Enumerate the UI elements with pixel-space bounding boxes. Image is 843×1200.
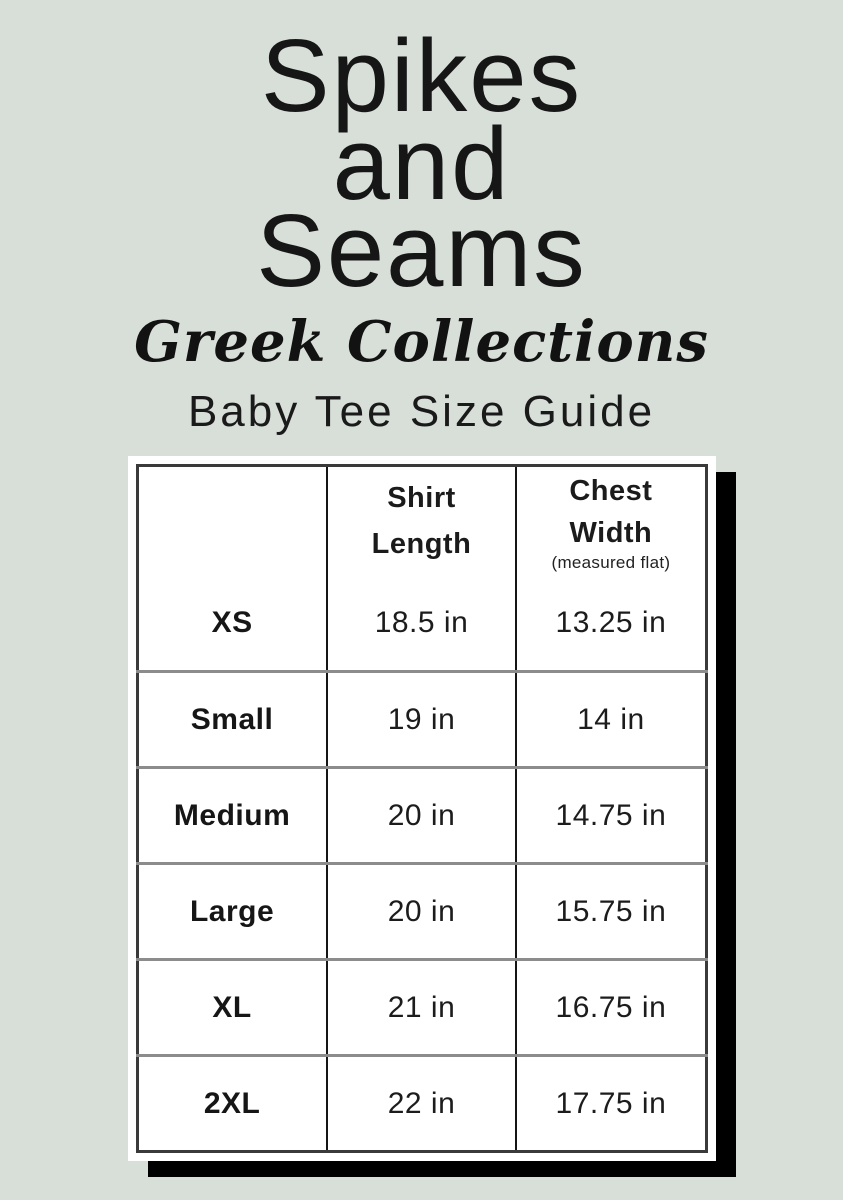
- size-cell: XL: [137, 958, 327, 1056]
- brand-script-subtitle: Greek Collections: [134, 308, 709, 375]
- col-header-shirt-length: Shirt Length: [325, 465, 517, 576]
- chest-measured-flat-note: (measured flat): [551, 553, 671, 573]
- size-cell: Small: [137, 670, 327, 768]
- table-row: Large 20 in 15.75 in: [137, 862, 706, 960]
- size-cell: Large: [137, 862, 327, 960]
- chest-width-cell: 14.75 in: [515, 766, 706, 864]
- shirt-length-cell: 20 in: [325, 766, 517, 864]
- chest-width-cell: 17.75 in: [515, 1054, 706, 1152]
- size-table-card: Shirt Length Chest Width (measured flat)…: [127, 456, 716, 1162]
- shirt-length-cell: 18.5 in: [325, 575, 517, 672]
- chest-header-line-2: Width: [569, 517, 653, 550]
- table-row: 2XL 22 in 17.75 in: [137, 1054, 706, 1152]
- size-cell: 2XL: [137, 1054, 327, 1152]
- brand-title-line-2: and: [332, 105, 511, 221]
- header-row: Shirt Length Chest Width (measured flat): [137, 465, 706, 576]
- table-row: Small 19 in 14 in: [137, 670, 706, 768]
- size-cell: Medium: [137, 766, 327, 864]
- brand-title-line-1: Spikes: [260, 18, 583, 133]
- chest-width-cell: 13.25 in: [515, 575, 706, 672]
- col-header-chest-width: Chest Width (measured flat): [515, 465, 706, 576]
- size-table: Shirt Length Chest Width (measured flat)…: [135, 464, 708, 1154]
- shirt-length-cell: 22 in: [325, 1054, 517, 1152]
- shirt-header-line-2: Length: [371, 528, 472, 561]
- table-row: Medium 20 in 14.75 in: [137, 766, 706, 864]
- shirt-length-cell: 19 in: [325, 670, 517, 768]
- size-cell: XS: [211, 605, 253, 639]
- guide-title: Baby Tee Size Guide: [187, 386, 656, 436]
- col-header-size: [137, 466, 327, 576]
- chest-width-cell: 16.75 in: [515, 958, 706, 1056]
- chest-header-line-1: Chest: [569, 475, 653, 508]
- shirt-length-cell: 20 in: [325, 862, 517, 960]
- shirt-header-line-1: Shirt: [387, 482, 456, 515]
- brand-title: Spikes and Seams: [0, 0, 843, 309]
- table-row: XL 21 in 16.75 in: [137, 958, 706, 1056]
- shirt-length-cell: 21 in: [325, 958, 517, 1056]
- chest-width-cell: 15.75 in: [515, 862, 706, 960]
- table-row: XS 18.5 in 13.25 in: [137, 575, 706, 672]
- brand-title-line-3: Seams: [256, 193, 587, 309]
- chest-width-cell: 14 in: [515, 670, 706, 768]
